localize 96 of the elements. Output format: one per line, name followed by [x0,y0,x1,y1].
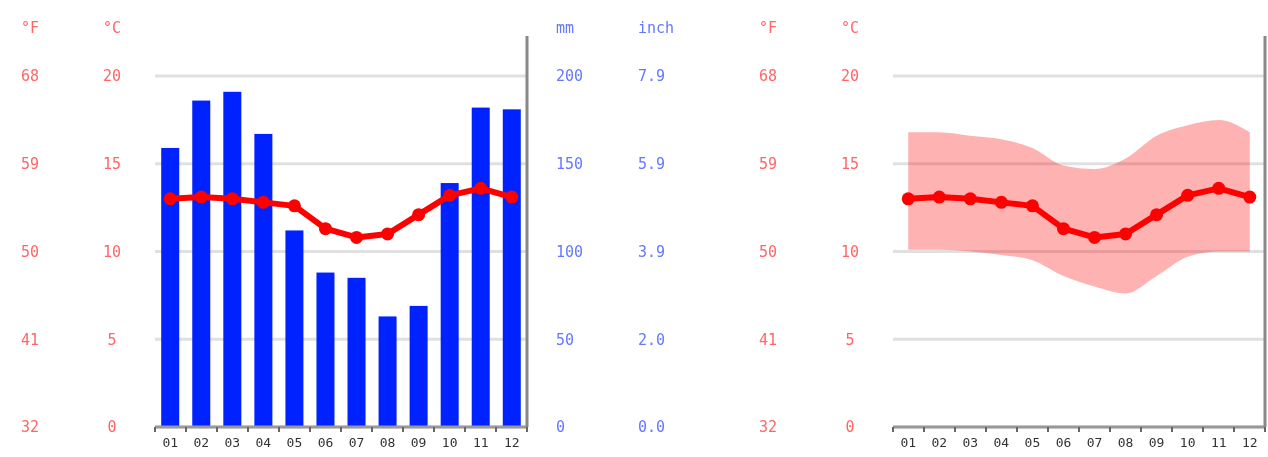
point [1119,227,1133,241]
y-tick-label: 10 [840,242,860,261]
y2-tick-label: 100 [556,242,584,261]
y-tick-label: 0 [107,418,117,437]
x-tick-label: 06 [317,435,334,450]
text: 2.0 [638,330,666,349]
point [412,208,426,222]
x-tick-label: 02 [193,435,210,450]
text: 3.9 [638,242,666,261]
x-tick-label: 04 [255,435,272,450]
point [1243,190,1257,204]
bar [440,183,459,427]
y3-tick-label: 32 [20,418,40,437]
point [1025,199,1039,213]
text: 7.9 [638,67,666,86]
y2-axis-title: mm [556,19,575,37]
point [443,188,457,202]
point [1181,188,1195,202]
bar [471,107,490,427]
x-tick-label: 04 [993,435,1010,450]
point [1056,222,1070,236]
x-tick-label: 07 [1086,435,1103,450]
y-axis-title: °C [840,19,860,37]
y2-tick-label: 200 [556,67,584,86]
point [994,195,1008,209]
bar [223,91,242,427]
x-tick-label: 08 [379,435,396,450]
bar [254,133,273,427]
x-tick-label: 01 [162,435,179,450]
y3-tick-label: 50 [20,242,40,261]
point [350,230,364,244]
bar [316,272,335,427]
bar [285,230,304,427]
x-tick-label: 08 [1117,435,1134,450]
x-tick-label: 01 [900,435,917,450]
bar [161,147,180,427]
y-tick-label: 10 [102,242,122,261]
x-tick-label: 06 [1055,435,1072,450]
y3-axis-title: °F [758,19,778,37]
x-tick-label: 10 [1179,435,1196,450]
x-tick-label: 02 [931,435,948,450]
point [163,192,177,206]
point [1212,181,1226,195]
y3-tick-label: 50 [758,242,778,261]
bar [347,277,366,427]
point [963,192,977,206]
text: 5.9 [638,155,666,173]
point [505,190,519,204]
x-tick-label: 12 [503,435,520,450]
x-tick-label: 03 [962,435,979,450]
y-tick-label: 0 [845,418,855,437]
y2-tick-label: 50 [556,330,575,349]
y-tick-label: 5 [845,330,855,349]
point [225,192,239,206]
y3-axis-title: °F [20,19,40,37]
y-tick-label: 15 [102,155,122,173]
x-tick-label: 03 [224,435,241,450]
y-tick-label: 20 [102,67,122,86]
point [474,181,488,195]
point [287,199,301,213]
y-axis-title: °C [102,19,122,37]
y3-tick-label: 68 [758,67,778,86]
y3-tick-label: 32 [758,418,778,437]
point [194,190,208,204]
text: 0.0 [638,418,666,437]
y3-tick-label: 41 [20,330,40,349]
x-tick-label: 10 [441,435,458,450]
y3-tick-label: 68 [20,67,40,86]
x-tick-label: 11 [472,435,489,450]
x-tick-label: 09 [410,435,427,450]
bar [409,305,428,427]
y-tick-label: 5 [107,330,117,349]
point [901,192,915,206]
y2-tick-label: 150 [556,155,584,173]
y-tick-label: 20 [840,67,860,86]
y3-tick-label: 41 [758,330,778,349]
x-tick-label: 12 [1241,435,1258,450]
point [318,222,332,236]
point [932,190,946,204]
y-tick-label: 15 [840,155,860,173]
x-tick-label: 05 [1024,435,1041,450]
point [381,227,395,241]
x-tick-label: 11 [1210,435,1227,450]
bar [378,316,397,427]
y3-tick-label: 59 [20,155,40,173]
point [1088,230,1102,244]
bar [192,100,211,427]
text: inch [638,19,675,37]
point [256,195,270,209]
x-tick-label: 09 [1148,435,1165,450]
bar [502,109,521,427]
point [1150,208,1164,222]
y3-tick-label: 59 [758,155,778,173]
x-tick-label: 07 [348,435,365,450]
y2-tick-label: 0 [556,418,566,437]
x-tick-label: 05 [286,435,303,450]
